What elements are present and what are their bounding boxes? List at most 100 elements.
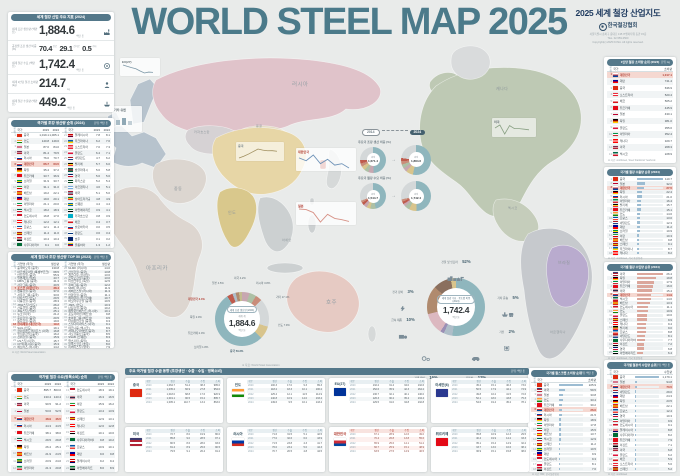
scrap-header: 국가별 철스크랩 소비량 순위 단위: 백만 톤 — [531, 370, 597, 377]
country-flag — [17, 162, 23, 166]
stat-unit: 백만 톤 — [76, 69, 84, 72]
country-flag — [436, 437, 448, 446]
bar — [635, 385, 659, 388]
table-row: 16 폴란드 13.4 13.9 — [64, 407, 115, 415]
table-row: 15 이란 15.9 16.2 — [66, 402, 114, 407]
table-row: 14 JFE스틸 (일본) 25.1 — [11, 309, 60, 314]
page-title: WORLD STEEL MAP 2025 — [131, 1, 568, 43]
map-label-canada: 캐나다 — [496, 86, 509, 91]
table-row: 12 말레이시아 8.8 — [607, 427, 673, 433]
stat-label: 세계 철강 수요 (백만 톤) — [12, 61, 35, 68]
country-table: 구분 생산 수출 수입 소비 2020 71.6 31.5 5.1 42.5 2021 77.0 32… — [247, 429, 323, 470]
country-flag — [613, 220, 619, 225]
overlay-korea-label: 대한민국 — [298, 149, 310, 154]
imports-rows: 1 미국 26.4 2 독일 19.8 3 이탈리아 17.9 4 튀르키예 16.6 5 태국 15.4 6… — [607, 272, 673, 355]
country-panel-asean: 아세안(6) 구분 생산 수출 수입 소비 2020 45.2 15.1 46.3 73.0 20… — [431, 378, 529, 423]
country-table-rows: 2020 100.3 17.0 9.3 89.3 2021 118.2 18.3 10.1 106… — [247, 384, 323, 405]
bar — [635, 375, 659, 379]
stat-unit: kg — [67, 88, 71, 91]
table-row: 6 러시아 44.3 44.5 — [11, 422, 62, 430]
table-row: 9 인도 14.6 — [610, 211, 673, 216]
table-row: 2 일본 94.8 — [607, 379, 673, 385]
country-flag — [613, 385, 619, 389]
bar — [635, 414, 659, 417]
donut-pill: 세계 조강 생산량 (2024) — [226, 306, 258, 313]
donut-label-other: 기타 17.1% — [276, 296, 290, 299]
bar — [559, 388, 583, 392]
source-caption: ※ 자료: worldsteel — [608, 473, 628, 476]
country-flag — [613, 212, 619, 216]
bar — [635, 448, 659, 451]
bar — [635, 429, 659, 432]
source-caption: ※ 자료: worldsteel, Steel Statistical Year… — [608, 159, 656, 163]
table-row: 1 중국 225.9 — [534, 383, 597, 388]
top50-companies-panel: 세계 철강사 조강 생산량 TOP 50 (2023) 단위: 백만 톤 순위 기업… — [8, 252, 114, 354]
bar — [635, 467, 659, 471]
demand-ranking-panel: 국가별 철강 수요(명목소비) 순위 단위: 백만 톤 순위 국가 2023 2024 … — [8, 372, 118, 472]
country-flag — [613, 380, 619, 384]
table-row: 2 독일 19.8 — [607, 276, 673, 281]
country-flag — [17, 133, 23, 138]
table-row: 47 SSAB (스웨덴) 8.3 — [62, 335, 111, 340]
country-flag — [613, 447, 619, 452]
country-table-head: 구분 생산 수출 수입 소비 — [451, 429, 527, 433]
country-flag — [613, 86, 619, 90]
production-ranking-right: 21 말레이시아 7.8 8.1 22 우크라이나 6.2 7.6 23 오스트리아 7.0 7.3 2… — [62, 133, 111, 248]
donut-label-korea: 대한민국 3.4% — [188, 298, 205, 301]
country-flag — [613, 326, 619, 330]
country-flag — [537, 447, 543, 451]
country-flag — [613, 125, 619, 130]
table-row: 12 멕시코 12.9 — [531, 436, 597, 442]
source-caption: ※ 자료: World Steel Association — [12, 351, 46, 355]
kosa-logo-icon: ✱ — [598, 23, 607, 31]
country-table-head: 구분 생산 수출 수입 소비 — [349, 429, 425, 433]
unit-note: 단위: 백만 톤 — [579, 372, 594, 375]
country-id: 미국 — [127, 429, 145, 470]
country-flag — [613, 190, 619, 194]
header-text: 국가별 조강 생산량 순위 (2024) — [37, 121, 85, 125]
country-flag — [613, 251, 619, 255]
table-row: 6 대한민국 26.0 — [531, 407, 597, 413]
country-flag — [613, 375, 619, 379]
production-donut-block: 세계 조강 생산량 (2024) 세계 계 1,884.6 백만 톤 일본 4.… — [188, 272, 296, 372]
table-row: 19 이집트 10.1 10.6 — [66, 430, 114, 435]
country-flag — [68, 168, 74, 172]
eu-sparkline — [122, 64, 154, 74]
production-ranking-header: 국가별 조강 생산량 순위 (2024) 단위: 백만 톤 — [11, 120, 111, 127]
table-row: 13 스페인 11.2 — [533, 442, 596, 447]
table-row: 25 에브라즈 (러시아) 14.2 — [13, 345, 59, 350]
country-flag — [68, 174, 74, 178]
table-row: 31 태국 5.1 5.0 — [64, 190, 110, 195]
table-row: 20 아랍에미리트 6.4 — [607, 350, 673, 355]
key-stats-header: 세계 철강 산업 주요 지표 (2024) — [11, 14, 111, 21]
bar — [637, 243, 663, 246]
table-row: 11 베트남 13.7 — [533, 432, 596, 437]
table-row: 22 대만 9.6 9.8 — [64, 450, 115, 458]
unit-note: 단위: 백만 톤 — [655, 364, 670, 367]
header-text: 1인당 철강 소비량 순위 (2023) — [620, 60, 660, 64]
table-row: 4 일본제철 (일본) 43.7 — [11, 276, 60, 280]
country-flag — [537, 383, 543, 387]
donut-center: 세계 1,742.4 — [408, 188, 424, 204]
bar — [637, 330, 663, 334]
country-flag — [17, 431, 23, 435]
table-row: 9 인도네시아 11.1 — [610, 305, 673, 310]
region-mideast — [152, 158, 207, 204]
header-text: 국가별 철광석 수입량 순위 — [623, 363, 657, 367]
compare-2014-2024-block: 2014 2024 주요국 조강 생산 비중 (%) 세계 1,671.4 → 세계… — [356, 120, 484, 222]
table-row: 48 잘츠기터 (독일) 8.2 — [64, 338, 110, 343]
table-row: 2024 129.5 31.0 34.8 132.8 — [350, 401, 424, 405]
donut-label-russia: 러시아 3.8% — [256, 282, 271, 285]
continent-australia — [286, 270, 360, 333]
bar — [637, 293, 663, 296]
table-row: 2021 152.6 35.9 42.3 164.2 — [349, 388, 425, 393]
table-row: 11 더룽강철 (중국) 28.3 — [13, 299, 59, 304]
region-greenland — [450, 45, 491, 80]
map-label-mideast: 중동 — [174, 186, 183, 191]
bar — [637, 234, 663, 237]
country-flag — [68, 197, 74, 201]
bar — [637, 297, 663, 301]
country-panel-russia: 러시아 구분 생산 수출 수입 소비 2020 71.6 31.5 5.1 42.5 2021 77… — [227, 427, 325, 472]
country-flag — [17, 197, 23, 201]
